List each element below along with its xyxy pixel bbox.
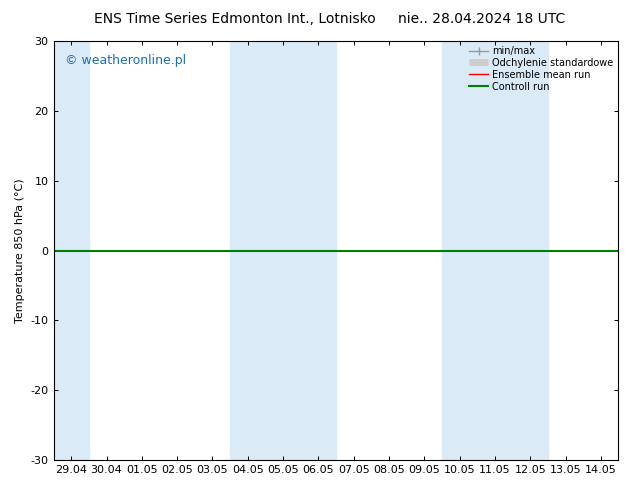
Bar: [230, 41, 336, 460]
Text: ENS Time Series Edmonton Int., Lotnisko: ENS Time Series Edmonton Int., Lotnisko: [94, 12, 375, 26]
Bar: [53, 41, 89, 460]
Legend: min/max, Odchylenie standardowe, Ensemble mean run, Controll run: min/max, Odchylenie standardowe, Ensembl…: [467, 44, 616, 94]
Bar: [442, 41, 548, 460]
Y-axis label: Temperature 850 hPa (°C): Temperature 850 hPa (°C): [15, 178, 25, 323]
Text: © weatheronline.pl: © weatheronline.pl: [65, 53, 186, 67]
Text: nie.. 28.04.2024 18 UTC: nie.. 28.04.2024 18 UTC: [398, 12, 566, 26]
